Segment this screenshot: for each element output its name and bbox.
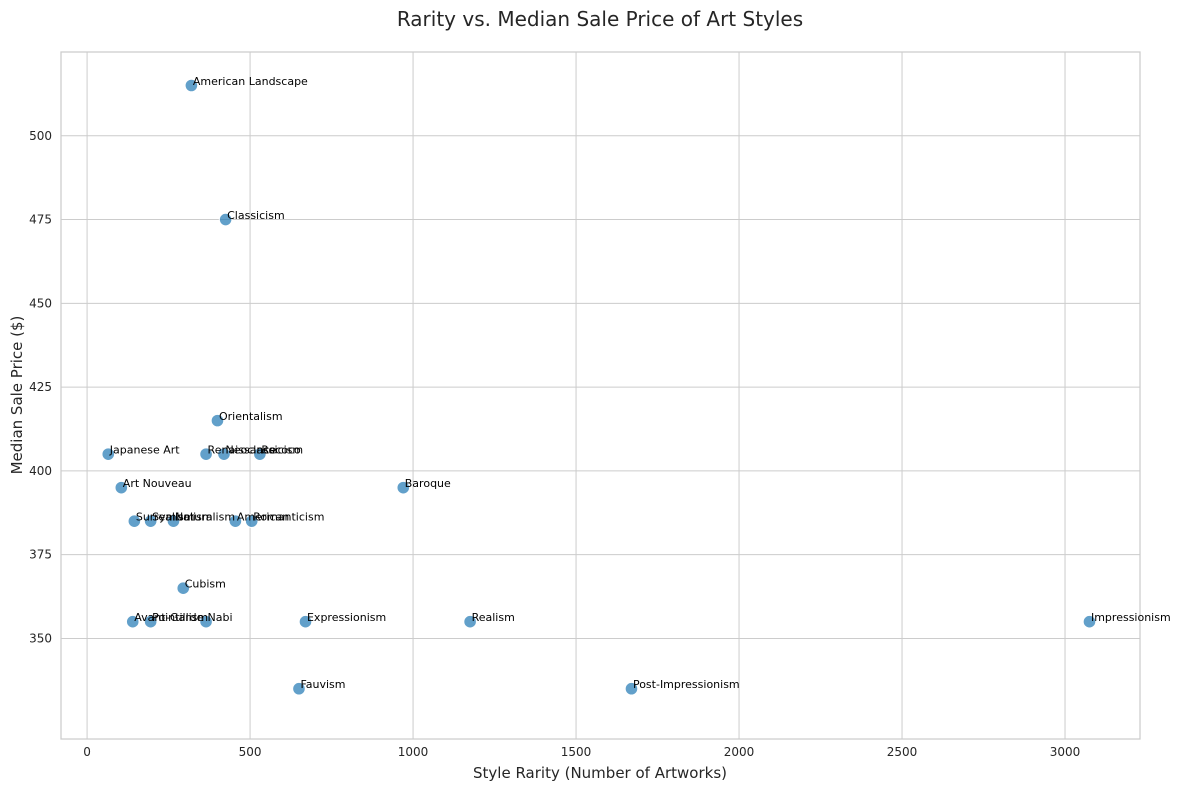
grid-lines [61, 52, 1140, 739]
point-label: Fauvism [300, 678, 345, 691]
data-point [114, 480, 129, 495]
data-point [463, 614, 477, 629]
data-point [298, 614, 313, 629]
point-label: Symbolism [152, 511, 212, 524]
point-label: Cubism [185, 578, 226, 591]
point-label: Neoclassicism [225, 444, 303, 457]
y-tick-label: 375 [29, 548, 52, 562]
point-label: Japanese Art [109, 444, 180, 457]
data-point [217, 447, 231, 461]
chart-title: Rarity vs. Median Sale Price of Art Styl… [397, 7, 803, 31]
point-label: Orientalism [219, 410, 283, 423]
data-point [125, 614, 140, 629]
point-label: Rococo [261, 444, 301, 457]
point-label: Surrealism [136, 511, 195, 524]
y-tick-label: 500 [29, 129, 52, 143]
data-point [218, 212, 233, 227]
x-tick-label: 1000 [398, 745, 429, 759]
data-point [396, 480, 411, 495]
x-tick-label: 500 [239, 745, 262, 759]
y-tick-label: 350 [29, 631, 52, 645]
point-label: Nabi [208, 611, 233, 624]
data-point [176, 581, 191, 595]
point-label: Naturalism [175, 511, 235, 524]
point-labels: American Landscape Classicism Orientalism J… [109, 75, 1171, 691]
data-point [199, 614, 213, 629]
point-label: Baroque [405, 477, 451, 490]
data-point [143, 514, 158, 528]
point-label: Post-Impressionism [633, 678, 740, 691]
x-tick-label: 0 [83, 745, 91, 759]
data-point [210, 413, 225, 428]
point-label: Avant-Garde [134, 611, 203, 624]
plot-area [60, 51, 1141, 740]
point-label: Romanticism [253, 511, 324, 524]
point-label: Impressionism [1091, 611, 1171, 624]
data-point [292, 681, 306, 696]
point-label: Pointillism [152, 611, 208, 624]
point-label: Renaissance [208, 444, 277, 457]
y-tick-label: 475 [29, 213, 52, 227]
point-label: Realism [472, 611, 515, 624]
data-point [101, 447, 116, 461]
data-point [184, 78, 199, 93]
x-tick-label: 2000 [724, 745, 755, 759]
x-tick-label: 2500 [887, 745, 918, 759]
data-point [1082, 614, 1097, 629]
x-tick-label: 1500 [561, 745, 592, 759]
point-label: American Landscape [193, 75, 308, 88]
x-axis-label: Style Rarity (Number of Artworks) [473, 764, 727, 782]
point-label: American [237, 511, 289, 524]
data-point [143, 614, 158, 629]
y-tick-label: 425 [29, 380, 52, 394]
data-point [166, 514, 181, 528]
data-point [199, 447, 213, 461]
y-axis-label: Median Sale Price ($) [8, 316, 26, 475]
data-point [127, 514, 142, 528]
point-label: Expressionism [307, 611, 386, 624]
point-label: Art Nouveau [123, 477, 192, 490]
data-points [101, 78, 1097, 696]
y-tick-label: 450 [29, 296, 52, 310]
y-tick-label: 400 [29, 464, 52, 478]
x-tick-label: 3000 [1050, 745, 1081, 759]
data-point [244, 514, 259, 528]
axis-ticks: 0 500 1000 1500 2000 2500 3000 350 375 400 425 450 4… [29, 129, 1080, 759]
data-point [624, 681, 639, 696]
data-point [253, 447, 267, 461]
point-label: Classicism [227, 209, 285, 222]
data-point [228, 514, 243, 528]
